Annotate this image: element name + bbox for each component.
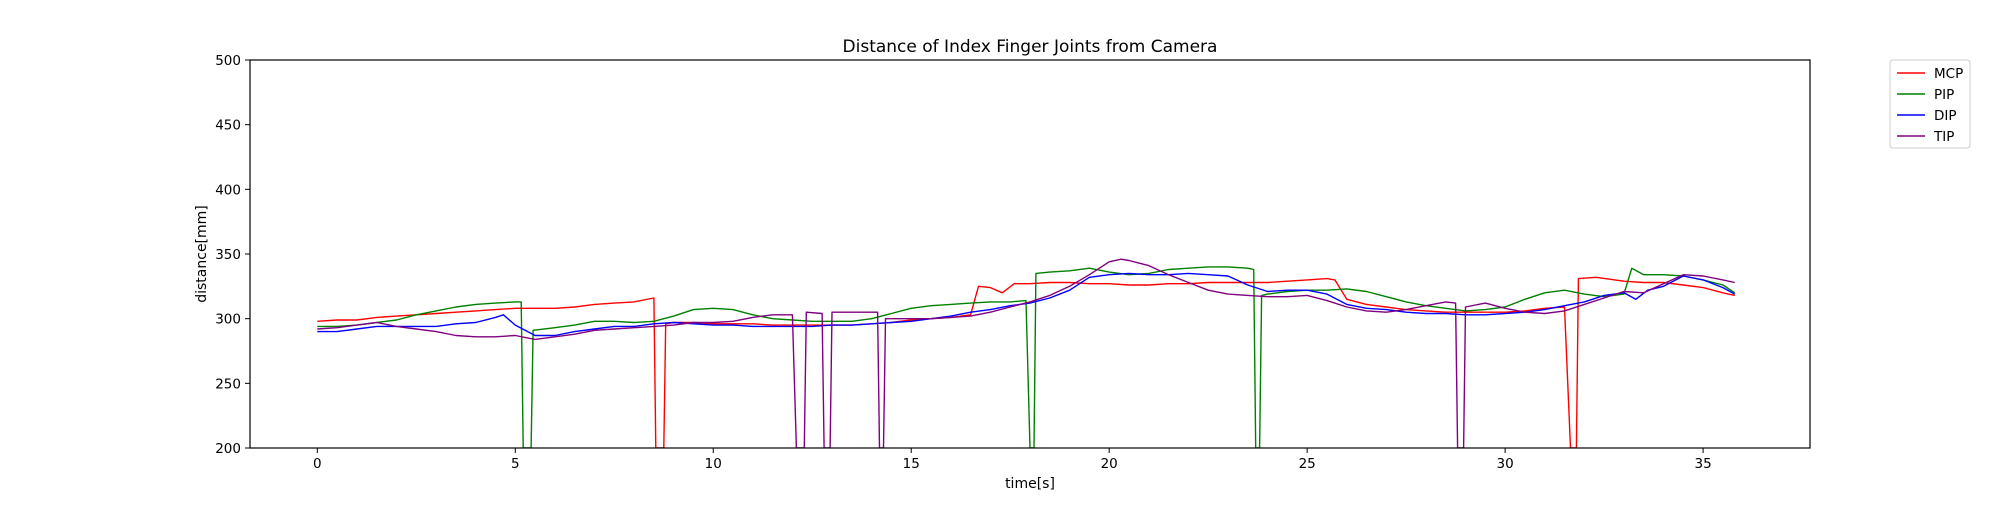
y-tick-label: 450	[215, 118, 241, 134]
y-tick-label: 200	[215, 441, 241, 457]
x-tick-label: 10	[705, 456, 722, 472]
x-tick-label: 20	[1101, 456, 1118, 472]
chart-title: Distance of Index Finger Joints from Cam…	[843, 37, 1218, 57]
x-tick-label: 25	[1299, 456, 1316, 472]
legend: MCP PIP DIP TIP	[1889, 59, 1971, 149]
series-line-dip	[317, 272, 1736, 337]
x-tick-label: 0	[313, 456, 322, 472]
y-tick-label: 500	[215, 53, 241, 69]
legend-label-tip: TIP	[1933, 129, 1954, 145]
x-axis: 0 5 10 15 20 25 30 35	[313, 448, 1712, 472]
legend-label-mcp: MCP	[1934, 66, 1963, 82]
legend-frame	[1889, 59, 1971, 149]
y-axis: 200 250 300 350 400 450 500	[215, 53, 250, 457]
x-axis-label: time[s]	[1005, 476, 1055, 492]
y-axis-label: distance[mm]	[194, 205, 210, 303]
x-tick-label: 35	[1695, 456, 1712, 472]
legend-label-dip: DIP	[1934, 108, 1957, 124]
plot-area	[317, 258, 1736, 448]
y-tick-label: 400	[215, 182, 241, 198]
x-tick-label: 15	[903, 456, 920, 472]
y-tick-label: 300	[215, 312, 241, 328]
x-tick-label: 30	[1497, 456, 1514, 472]
legend-label-pip: PIP	[1934, 87, 1954, 103]
y-tick-label: 250	[215, 376, 241, 392]
series-line-tip	[317, 258, 1735, 448]
x-tick-label: 5	[511, 456, 520, 472]
series-line-pip	[317, 266, 1736, 448]
y-tick-label: 350	[215, 247, 241, 263]
axes-frame	[249, 59, 1811, 449]
